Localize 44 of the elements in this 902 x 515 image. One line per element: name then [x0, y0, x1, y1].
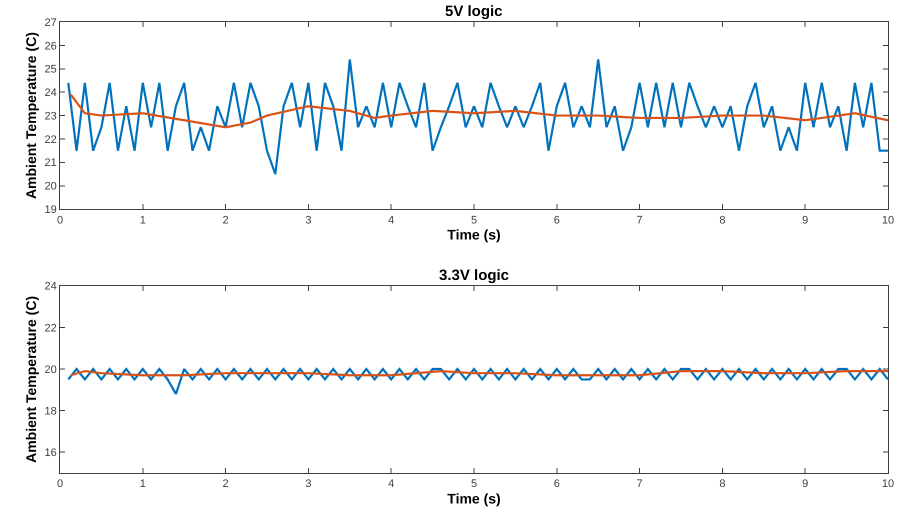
x-tick-label: 2 — [222, 478, 229, 490]
y-tick-label: 21 — [44, 157, 57, 170]
y-tick-label: 25 — [44, 64, 57, 76]
line-series — [70, 93, 888, 128]
x-tick-label: 0 — [56, 478, 64, 490]
x-tick-label: 7 — [636, 478, 643, 490]
x-tick-label: 2 — [222, 214, 229, 226]
x-tick-label: 1 — [140, 478, 146, 490]
y-tick-label: 20 — [44, 180, 57, 193]
x-tick-label: 4 — [388, 478, 394, 490]
y-tick-label: 24 — [44, 280, 57, 293]
y-axis-title: Ambient Temperature (C) — [23, 32, 40, 200]
y-tick-label: 22 — [44, 322, 57, 334]
x-tick-label: 0 — [56, 214, 64, 226]
chart-title: 5V logic — [445, 3, 503, 20]
y-tick-label: 26 — [44, 40, 57, 52]
y-tick-label: 18 — [44, 405, 57, 418]
y-tick-label: 27 — [44, 16, 57, 29]
x-tick-label: 7 — [636, 214, 643, 226]
x-axis-title: Time (s) — [447, 226, 501, 243]
x-tick-label: 8 — [719, 478, 726, 490]
x-tick-label: 5 — [470, 214, 478, 226]
x-tick-label: 10 — [882, 478, 894, 490]
y-tick-label: 19 — [44, 204, 57, 216]
y-tick-label: 16 — [44, 447, 57, 460]
y-tick-label: 20 — [44, 364, 57, 376]
x-tick-label: 5 — [470, 478, 478, 490]
x-tick-label: 8 — [719, 214, 726, 226]
x-axis-title: Time (s) — [447, 490, 501, 506]
y-tick-label: 23 — [44, 110, 57, 122]
x-tick-label: 3 — [305, 478, 312, 490]
x-tick-label: 6 — [554, 478, 560, 490]
x-tick-label: 9 — [802, 214, 808, 226]
x-tick-label: 9 — [802, 478, 808, 490]
chart-title: 3.3V logic — [439, 267, 510, 284]
line-series — [67, 58, 888, 176]
y-tick-label: 22 — [44, 134, 57, 146]
y-axis-title: Ambient Temperature (C) — [23, 296, 40, 463]
x-tick-label: 4 — [388, 214, 394, 226]
x-tick-label: 6 — [554, 214, 560, 226]
y-tick-label: 24 — [44, 87, 57, 100]
x-tick-label: 3 — [305, 214, 312, 226]
x-tick-label: 10 — [882, 214, 894, 226]
x-tick-label: 1 — [140, 214, 146, 226]
